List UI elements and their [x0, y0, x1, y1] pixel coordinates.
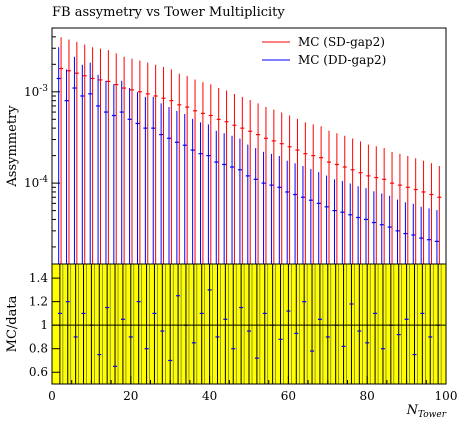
- legend-label-sd: MC (SD-gap2): [298, 35, 385, 49]
- top-plot-frame: [51, 27, 447, 265]
- top-y-axis-label: Assymmetry: [5, 105, 20, 188]
- x-tick-label: 80: [360, 389, 375, 403]
- bottom-y-axis-label: MC/data: [5, 295, 20, 352]
- x-axis-label-sub: Tower: [418, 410, 447, 420]
- x-tick-label: 60: [281, 389, 296, 403]
- x-ticks: 0 20 40 60 80 100: [48, 376, 457, 403]
- bottom-y-tick-label: 0.8: [29, 342, 48, 356]
- top-y-tick-label: 10-4: [24, 175, 48, 190]
- legend-label-dd: MC (DD-gap2): [298, 53, 386, 67]
- x-tick-label: 40: [202, 389, 217, 403]
- x-tick-label: 100: [435, 389, 458, 403]
- x-axis-label-main: N: [406, 403, 419, 418]
- top-y-tick-exponent: -4: [39, 175, 48, 185]
- x-tick-label: 20: [123, 389, 138, 403]
- legend: MC (SD-gap2) MC (DD-gap2): [262, 35, 386, 67]
- top-y-tick-label: 10-3: [24, 84, 48, 99]
- chart-title: FB assymetry vs Tower Multiplicity: [52, 5, 285, 20]
- bottom-y-tick-label: 1.4: [29, 271, 48, 285]
- bottom-panel: 0.6 0.8 1 1.2 1.4 0 20 40 60 80 100 MC/data NTowe…: [5, 263, 457, 420]
- bottom-y-tick-label: 0.6: [29, 365, 48, 379]
- top-marks: [56, 37, 442, 264]
- bottom-y-tick-label: 1: [40, 318, 48, 332]
- top-panel: 10-3 10-4 Assymmetry MC (SD-gap2) MC (DD-…: [5, 27, 447, 265]
- x-axis-label: NTower: [406, 403, 447, 420]
- top-y-tick-exponent: -3: [39, 84, 48, 94]
- bottom-y-ticks: 0.6 0.8 1 1.2 1.4: [29, 271, 60, 379]
- bottom-y-tick-label: 1.2: [29, 295, 48, 309]
- bottom-marks: [57, 264, 442, 384]
- x-tick-label: 0: [48, 389, 56, 403]
